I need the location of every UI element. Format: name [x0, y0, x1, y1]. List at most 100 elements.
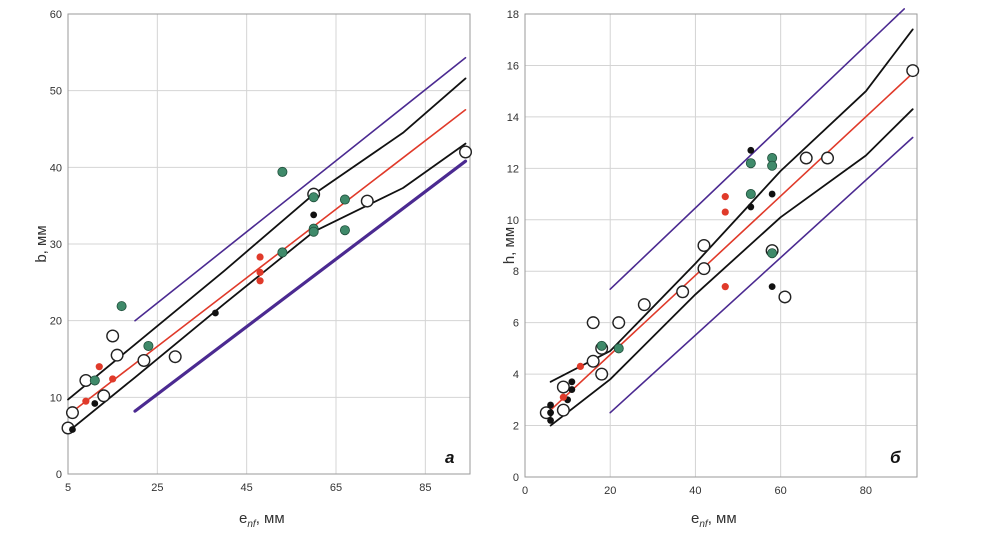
data-point-teal: [339, 194, 350, 205]
data-point-black: [69, 426, 76, 433]
y-tick-label: 50: [50, 86, 62, 98]
y-tick-label: 6: [513, 318, 519, 330]
data-point-black: [547, 417, 554, 424]
data-point-teal: [596, 340, 607, 351]
x-tick-label: 60: [775, 485, 787, 497]
prediction-limit-line: [609, 136, 914, 414]
y-tick-label: 20: [50, 316, 62, 328]
data-point-teal: [308, 192, 319, 203]
data-point-black: [547, 401, 554, 409]
plot-frame: [524, 13, 918, 478]
x-tick-label: 25: [151, 482, 163, 494]
data-point-open: [65, 406, 79, 420]
x-axis-title-unit: мм: [264, 510, 285, 527]
data-point-open: [799, 151, 813, 165]
fit-line: [549, 72, 914, 411]
data-point-open: [586, 316, 600, 330]
data-point-black: [91, 400, 99, 407]
y-tick-label: 18: [507, 9, 519, 21]
chart-a-svg: 5 25 45 65 85 0 10 20 30 40 50 60 enf, мм b, мм а: [33, 9, 473, 530]
y-tick-label: 10: [507, 215, 519, 227]
y-tick-label: 4: [513, 369, 519, 381]
data-point-open: [697, 238, 711, 252]
data-point-teal: [767, 160, 778, 171]
x-tick-label: 80: [860, 485, 872, 497]
data-point-teal: [767, 248, 778, 259]
data-point-red: [721, 208, 729, 216]
x-axis-title-unit: мм: [716, 510, 737, 527]
x-axis-title: enf, мм: [691, 510, 737, 530]
x-axis-title-sep: ,: [708, 510, 716, 527]
data-point-red: [82, 397, 90, 405]
data-point-red: [109, 375, 117, 383]
data-point-open: [697, 262, 711, 276]
confidence-band-line: [549, 28, 914, 383]
data-point-teal: [745, 189, 756, 200]
data-point-open: [586, 354, 600, 368]
prediction-limit-line: [609, 8, 906, 291]
data-point-open: [637, 298, 651, 312]
y-tick-label: 60: [50, 9, 62, 21]
fit-line: [67, 109, 467, 416]
y-tick-label: 8: [513, 266, 519, 278]
data-point-red: [256, 277, 264, 285]
data-point-black: [747, 146, 755, 154]
data-point-teal: [277, 166, 288, 177]
data-point-red: [721, 193, 729, 201]
data-point-black: [568, 386, 576, 393]
data-point-open: [97, 389, 111, 403]
data-point-red: [256, 253, 264, 261]
data-point-red: [559, 393, 567, 401]
y-axis-title: b, мм: [33, 225, 50, 262]
data-point-teal: [745, 158, 756, 169]
x-axis-title: enf, мм: [239, 510, 285, 530]
prediction-limit-line: [133, 159, 468, 413]
x-axis-title-main: e: [691, 510, 699, 527]
y-tick-label: 0: [513, 472, 519, 484]
chart-b-svg: 0 20 40 60 80 0 2 4 6 8 10 12 14 16 18 enf, мм h, мм б: [501, 8, 920, 530]
data-point-black: [747, 203, 755, 211]
data-point-open: [137, 354, 151, 368]
y-tick-label: 10: [50, 392, 62, 404]
data-point-teal: [308, 226, 319, 237]
x-tick-label: 40: [689, 485, 701, 497]
data-point-red: [256, 268, 264, 276]
data-point-open: [778, 290, 792, 304]
data-point-open: [556, 380, 570, 394]
data-point-black: [568, 378, 576, 386]
y-tick-label: 0: [56, 469, 62, 481]
x-axis-title-main: e: [239, 510, 247, 527]
y-tick-label: 2: [513, 421, 519, 433]
panel-label: а: [445, 448, 454, 467]
data-point-teal: [339, 225, 350, 236]
confidence-band-line: [549, 108, 914, 427]
y-tick-label: 30: [50, 239, 62, 251]
data-point-red: [721, 283, 729, 291]
data-point-black: [768, 190, 776, 198]
data-point-red: [95, 363, 103, 371]
y-axis-title: h, мм: [501, 227, 518, 264]
data-point-teal: [116, 301, 127, 312]
chart-panel-b: 0 20 40 60 80 0 2 4 6 8 10 12 14 16 18 enf, мм h, мм б: [492, 0, 984, 544]
x-axis-title-sub: nf: [699, 519, 709, 530]
data-point-black: [547, 409, 554, 417]
data-point-black: [310, 211, 318, 219]
panel-label: б: [890, 448, 901, 467]
data-point-teal: [613, 343, 624, 354]
data-point-black: [212, 309, 219, 317]
data-point-open: [676, 285, 690, 299]
plot-frame: [67, 13, 471, 475]
data-point-teal: [143, 340, 154, 351]
data-point-open: [556, 403, 570, 417]
data-point-black: [768, 283, 776, 291]
y-tick-label: 16: [507, 60, 519, 72]
data-point-open: [595, 367, 609, 381]
x-tick-label: 0: [522, 485, 528, 497]
y-tick-label: 14: [507, 112, 519, 124]
data-point-open: [106, 329, 120, 343]
x-tick-label: 5: [65, 482, 71, 494]
data-point-open: [612, 316, 626, 330]
data-point-open: [360, 194, 374, 208]
data-point-open: [906, 64, 920, 78]
prediction-limit-line: [134, 56, 467, 322]
